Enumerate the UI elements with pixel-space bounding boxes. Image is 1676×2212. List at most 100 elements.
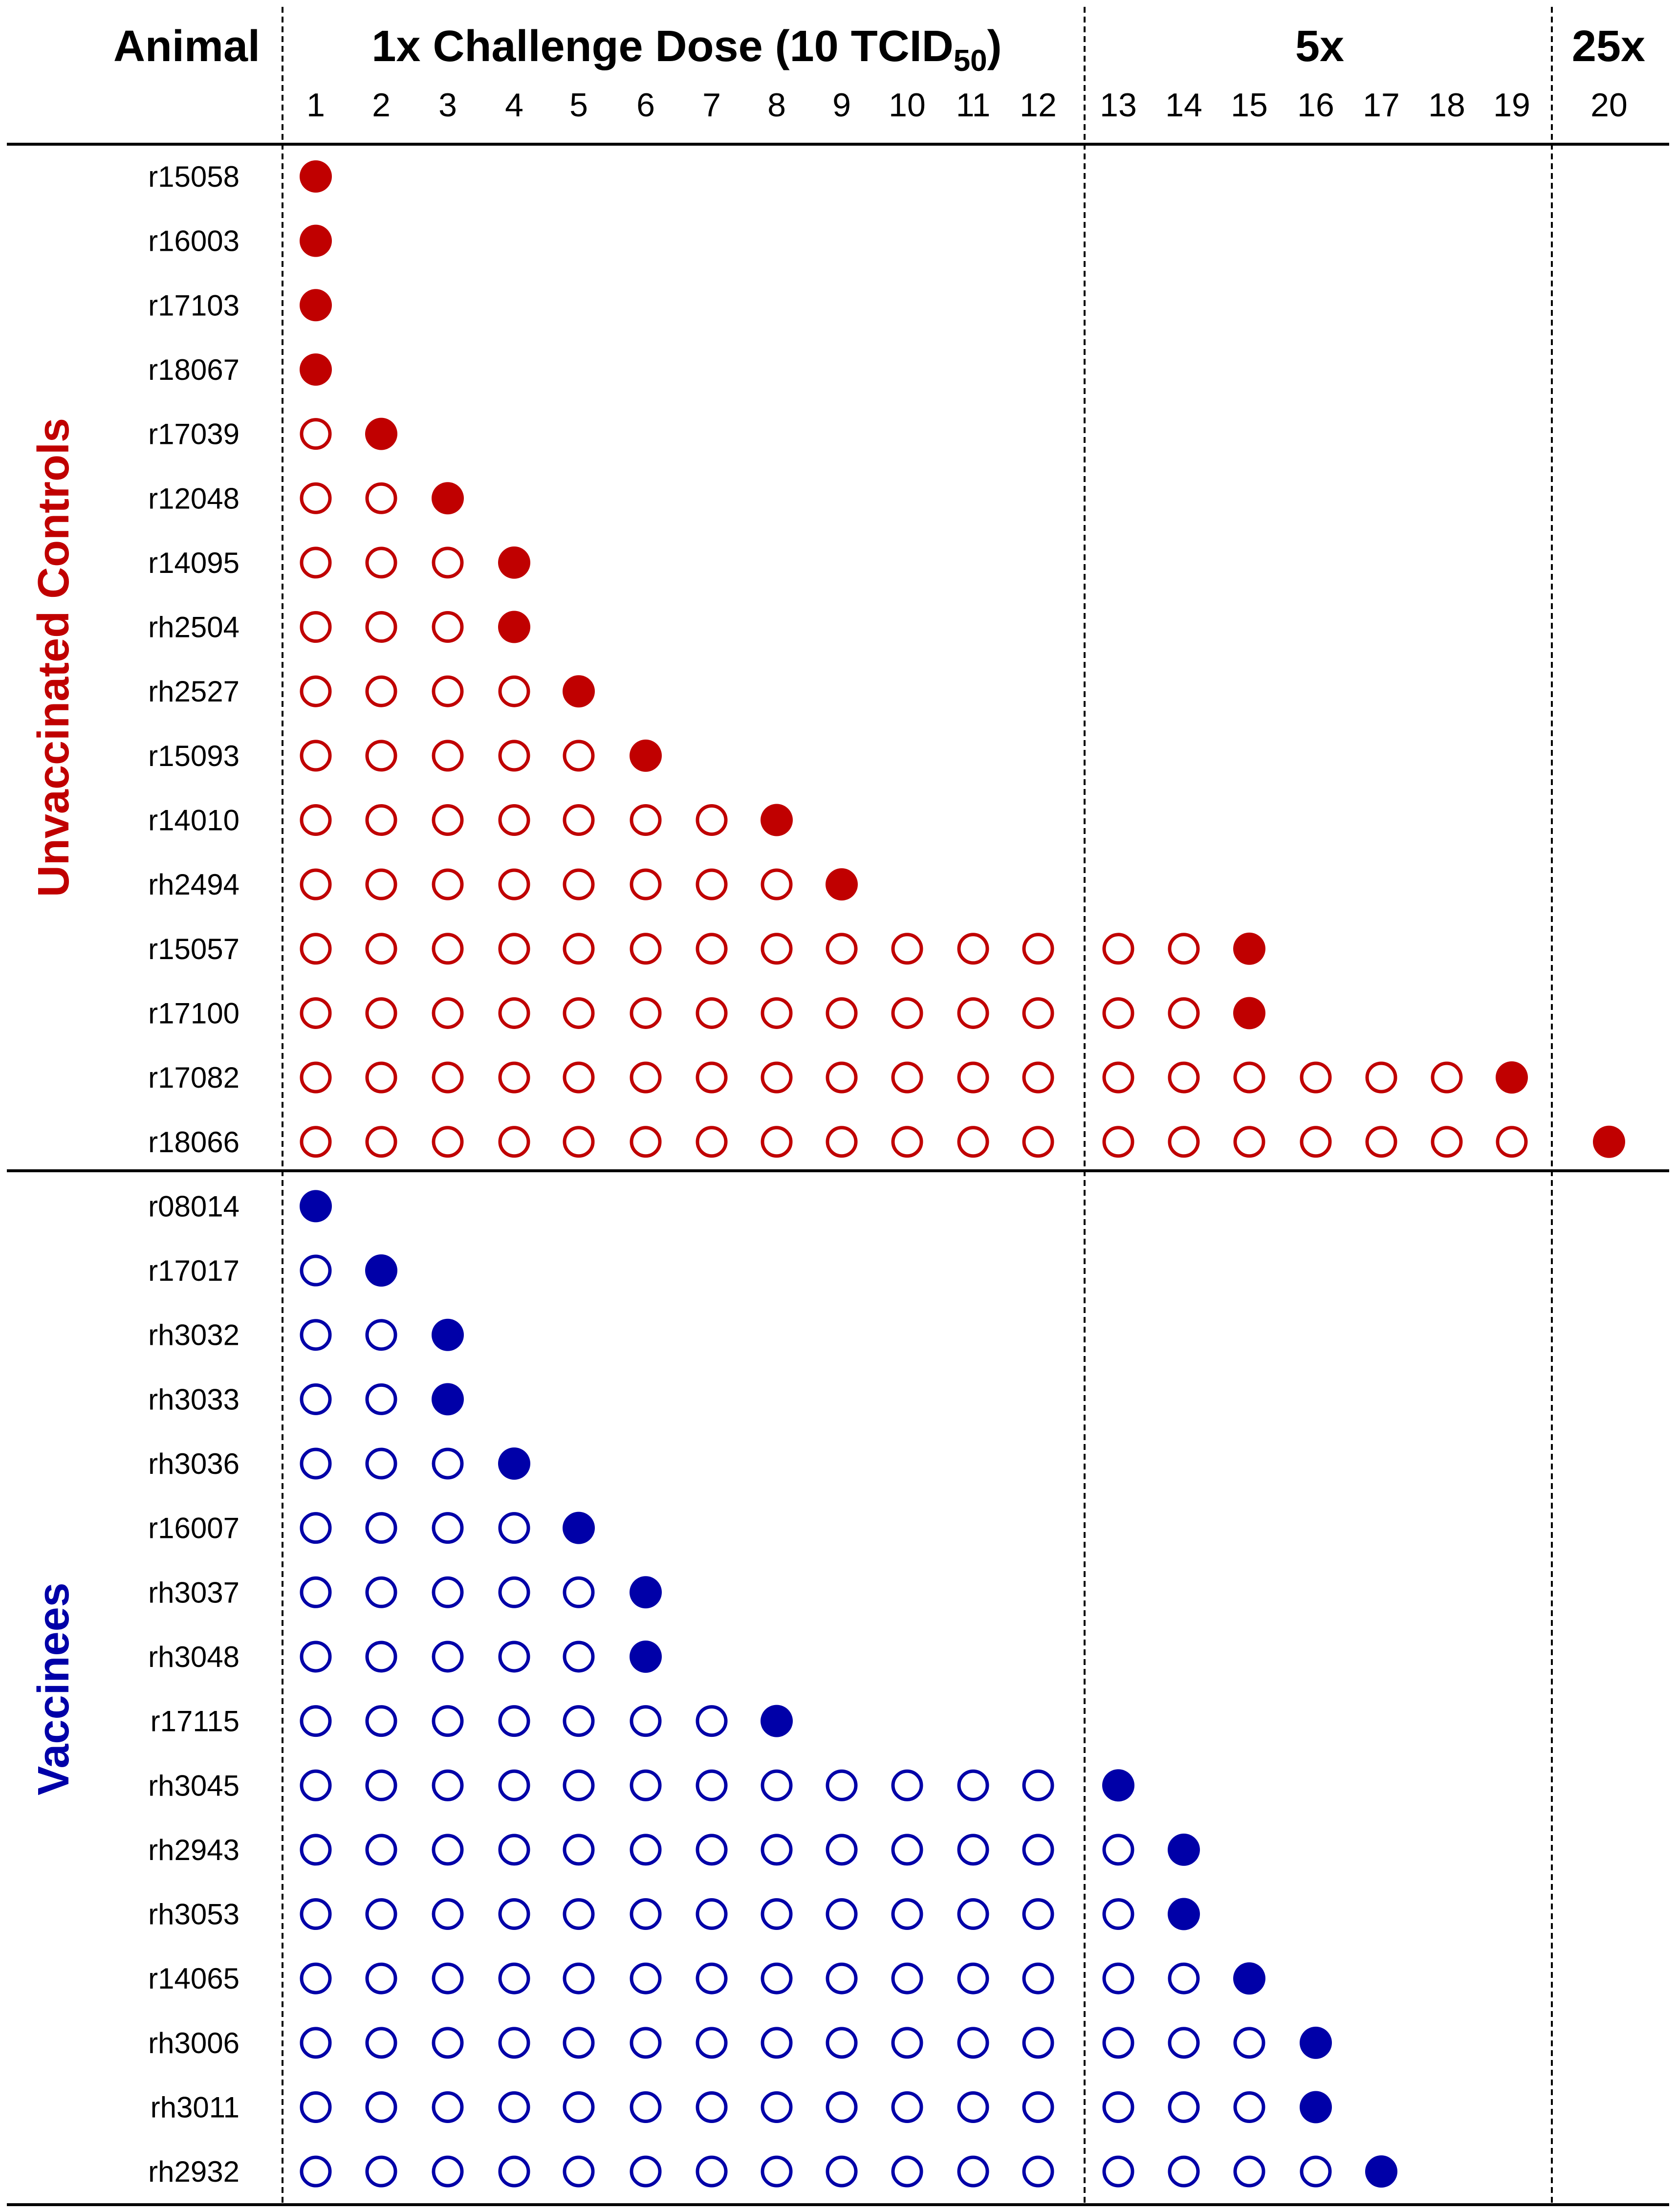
challenge-marker-open [761,2155,793,2188]
infection-marker-filled [498,1447,530,1480]
challenge-marker-open [696,1061,728,1094]
animal-label: rh2943 [148,1834,239,1866]
challenge-marker-open [630,997,662,1029]
challenge-marker-open [761,1962,793,1994]
challenge-marker-open [1102,2091,1134,2123]
challenge-marker-open [1168,1962,1200,1994]
dose-1x-header-text: 1x Challenge Dose (10 TCID [371,22,953,71]
challenge-marker-open [1022,2155,1054,2188]
challenge-marker-open [365,611,397,643]
challenge-marker-open [300,1447,332,1480]
challenge-marker-open [300,418,332,450]
animal-row-rh3033: rh3033 [148,1383,464,1416]
animal-row-r17082: r17082 [148,1061,1528,1094]
challenge-tick-14: 14 [1165,87,1202,124]
challenge-marker-open [1022,933,1054,965]
challenge-marker-open [300,1319,332,1351]
challenge-marker-open [432,1705,464,1737]
challenge-marker-open [630,1769,662,1801]
challenge-marker-open [1102,1962,1134,1994]
challenge-tick-18: 18 [1428,87,1465,124]
challenge-marker-open [300,1962,332,1994]
animal-label: rh3032 [148,1319,239,1352]
animal-label: rh3006 [148,2027,239,2059]
challenge-tick-8: 8 [767,87,786,124]
challenge-marker-open [498,2091,530,2123]
challenge-marker-open [563,2155,595,2188]
challenge-marker-open [563,933,595,965]
infection-marker-filled [300,289,332,322]
animal-label: rh3045 [148,1769,239,1802]
challenge-marker-open [696,933,728,965]
challenge-tick-6: 6 [636,87,655,124]
challenge-marker-open [365,804,397,836]
infection-marker-filled [432,1383,464,1416]
animal-row-r17103: r17103 [148,289,332,322]
challenge-marker-open [826,1834,858,1866]
challenge-marker-open [365,868,397,900]
challenge-marker-open [891,2027,923,2059]
dose-1x-header-close: ) [987,22,1002,71]
challenge-marker-open [826,1769,858,1801]
challenge-marker-open [696,1705,728,1737]
challenge-marker-open [696,1962,728,1994]
challenge-marker-open [300,868,332,900]
animal-label: r17082 [148,1061,239,1094]
challenge-marker-open [630,2027,662,2059]
challenge-marker-open [498,1512,530,1544]
challenge-marker-open [761,1126,793,1158]
challenge-marker-open [826,1962,858,1994]
animal-label: r17039 [148,418,239,451]
challenge-marker-open [365,1641,397,1673]
challenge-marker-open [1168,2027,1200,2059]
challenge-marker-open [891,1834,923,1866]
challenge-marker-open [957,1126,989,1158]
infection-marker-filled [365,1254,397,1287]
challenge-marker-open [761,1898,793,1930]
challenge-marker-open [1431,1061,1463,1094]
challenge-marker-open [891,1061,923,1094]
challenge-marker-open [300,675,332,707]
challenge-marker-open [498,1126,530,1158]
challenge-marker-open [891,1898,923,1930]
infection-marker-filled [1233,1962,1265,1995]
challenge-tick-9: 9 [832,87,851,124]
challenge-marker-open [826,2155,858,2188]
challenge-marker-open [1102,1126,1134,1158]
animal-label: r14095 [148,547,239,579]
challenge-marker-open [365,933,397,965]
animal-label: rh2494 [148,868,239,901]
animal-rows: r15058 r16003 r17103 r18067 r17039 r12048 r140… [148,160,1625,2188]
challenge-marker-open [1102,2155,1134,2188]
challenge-marker-open [432,547,464,579]
challenge-marker-open [696,997,728,1029]
dose-25x-header: 25x [1572,22,1645,71]
challenge-marker-open [365,482,397,514]
challenge-marker-open [365,1705,397,1737]
challenge-marker-open [563,2091,595,2123]
challenge-marker-open [630,1962,662,1994]
challenge-marker-open [1022,1769,1054,1801]
challenge-marker-open [498,933,530,965]
challenge-marker-open [300,2027,332,2059]
animal-row-r15058: r15058 [148,160,332,193]
challenge-marker-open [696,1834,728,1866]
challenge-tick-17: 17 [1363,87,1400,124]
challenge-marker-open [826,933,858,965]
animal-row-r17100: r17100 [148,997,1265,1029]
infection-marker-filled [1365,2155,1397,2188]
infection-marker-filled [1168,1833,1200,1866]
challenge-marker-open [300,547,332,579]
challenge-marker-open [1102,1898,1134,1930]
challenge-marker-open [300,1254,332,1287]
infection-marker-filled [1233,932,1265,965]
challenge-marker-open [761,2091,793,2123]
challenge-marker-open [432,1061,464,1094]
challenge-marker-open [300,2091,332,2123]
challenge-marker-open [432,1962,464,1994]
animal-label: rh3048 [148,1641,239,1673]
infection-marker-filled [1300,2026,1332,2059]
challenge-marker-open [1168,997,1200,1029]
challenge-marker-open [498,1962,530,1994]
animal-label: r18067 [148,353,239,386]
